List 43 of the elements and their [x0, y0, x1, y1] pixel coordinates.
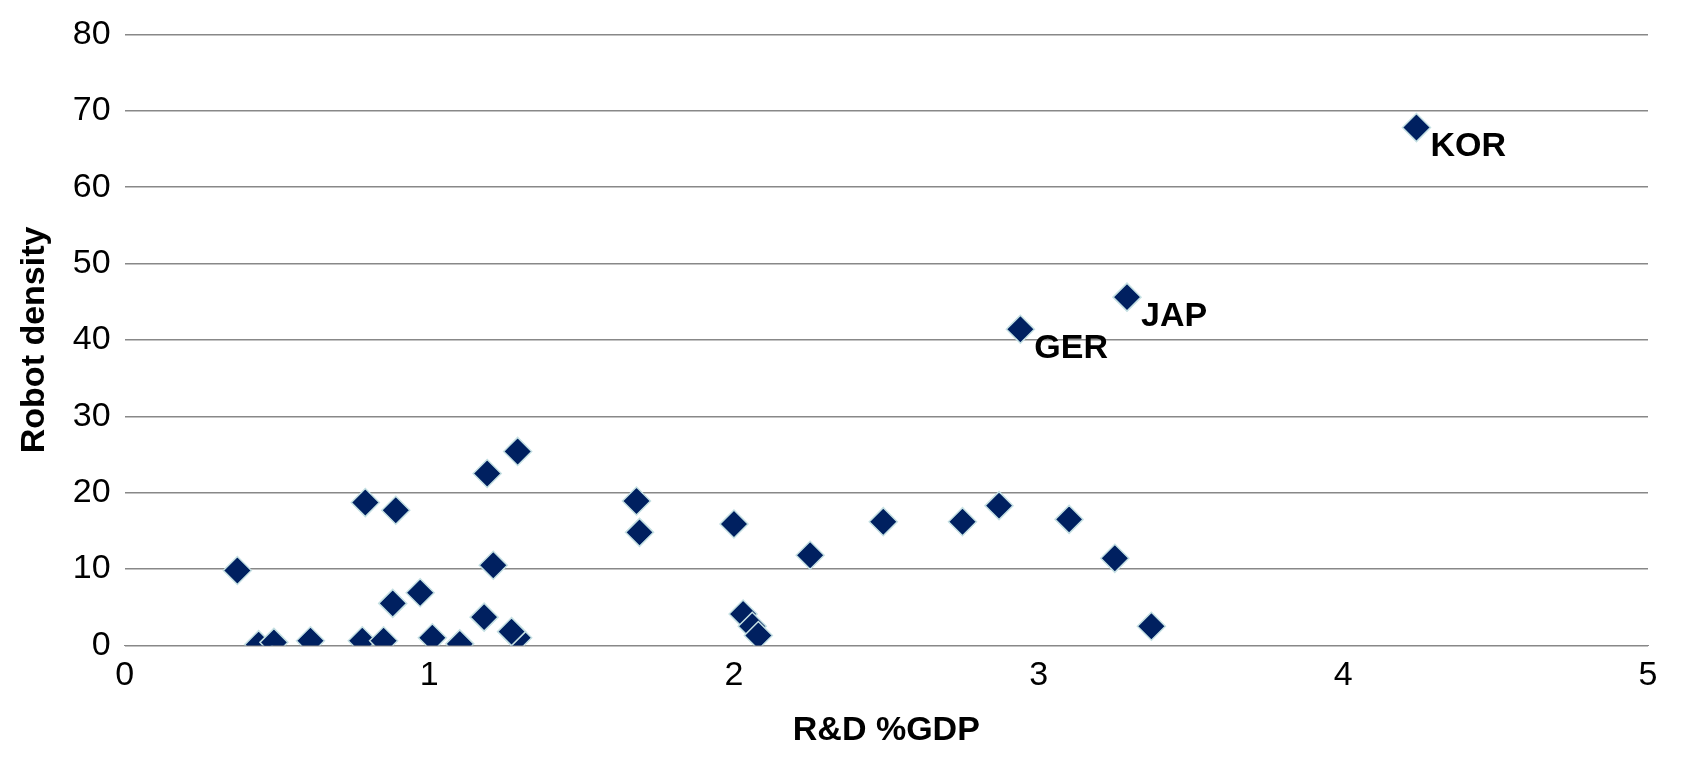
- point: [469, 602, 499, 632]
- point: [502, 436, 533, 467]
- point: [624, 517, 655, 548]
- x-tick-label: 4: [1333, 654, 1353, 693]
- point: [405, 577, 435, 608]
- y-tick-label: 50: [72, 241, 111, 280]
- point: [1112, 282, 1142, 312]
- y-axis-title: Robot density: [12, 226, 51, 454]
- point: [472, 458, 502, 489]
- point: [947, 506, 978, 537]
- x-tick-label: 2: [724, 654, 744, 693]
- y-tick-label: 70: [72, 89, 111, 128]
- x-tick-label: 3: [1029, 654, 1049, 693]
- point: [350, 487, 381, 518]
- y-tick-label: 60: [72, 165, 111, 204]
- point: [1401, 112, 1432, 143]
- annotation: JAP: [1141, 294, 1208, 333]
- point: [377, 588, 408, 619]
- annotation: KOR: [1430, 124, 1507, 163]
- y-tick-label: 0: [91, 623, 111, 662]
- x-tick-label: 5: [1638, 654, 1658, 693]
- x-tick-label: 0: [115, 654, 135, 693]
- point: [381, 495, 411, 525]
- y-tick-label: 10: [72, 547, 111, 586]
- point: [1005, 314, 1036, 344]
- point: [1054, 504, 1084, 535]
- y-tick-label: 80: [72, 12, 111, 51]
- y-tick-label: 30: [72, 394, 111, 433]
- point: [868, 506, 899, 537]
- point: [478, 550, 509, 580]
- point: [719, 509, 749, 539]
- y-tick-label: 20: [72, 471, 111, 510]
- annotation: GER: [1034, 326, 1109, 365]
- point: [795, 540, 825, 571]
- point: [222, 555, 253, 586]
- point: [621, 486, 652, 516]
- x-tick-label: 1: [419, 654, 439, 693]
- y-tick-label: 40: [72, 318, 111, 357]
- point: [1136, 611, 1167, 642]
- x-axis-title: R&D %GDP: [792, 708, 980, 747]
- point: [984, 490, 1014, 521]
- point: [496, 616, 527, 646]
- point: [1100, 543, 1130, 574]
